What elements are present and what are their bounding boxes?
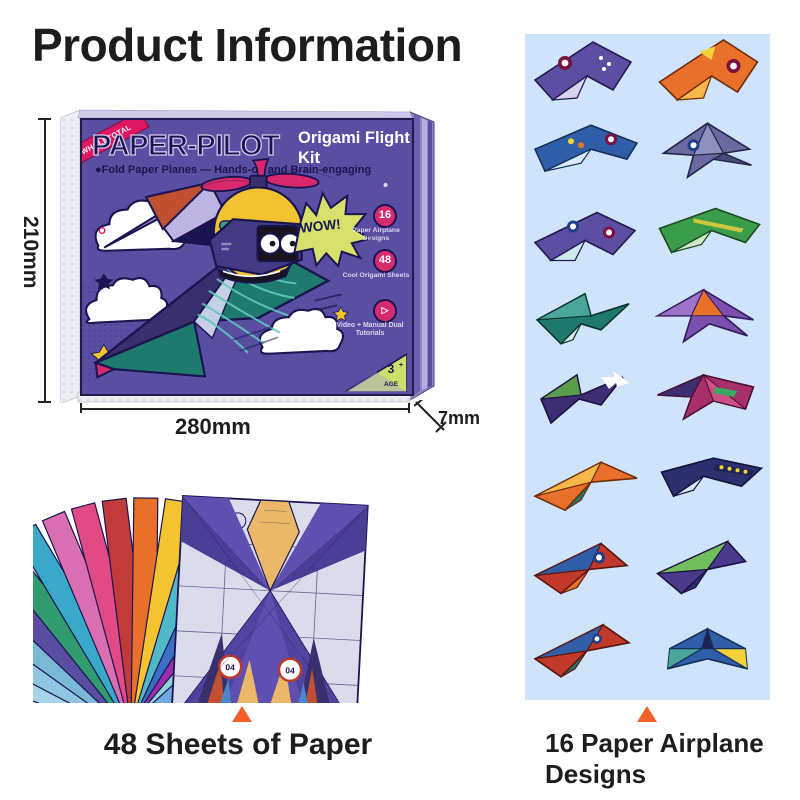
svg-text:3: 3 [388, 362, 395, 376]
svg-text:04: 04 [225, 662, 235, 672]
svg-text:AGE: AGE [384, 381, 399, 388]
svg-text:04: 04 [285, 665, 295, 675]
svg-text:+: + [399, 362, 403, 369]
